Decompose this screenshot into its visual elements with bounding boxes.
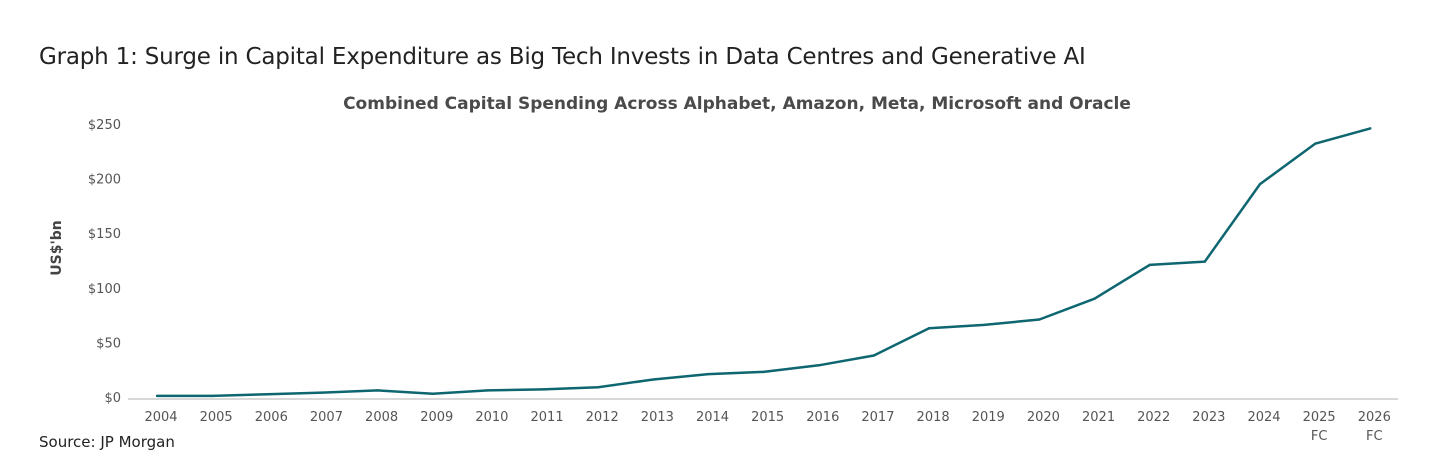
source-note: Source: JP Morgan (39, 433, 175, 451)
data-point (1038, 318, 1041, 321)
y-tick-label: $100 (88, 282, 121, 297)
x-tick-label: 2008 (365, 410, 398, 425)
x-tick-label: 2012 (586, 410, 619, 425)
figure-heading: Graph 1: Surge in Capital Expenditure as… (39, 44, 1086, 70)
x-tick-label: 2023 (1192, 410, 1225, 425)
x-tick-label: 2014 (696, 410, 729, 425)
y-axis-label: US$'bn (49, 220, 65, 275)
data-point (1203, 260, 1207, 263)
x-tick-label: 2017 (861, 410, 894, 425)
data-point (155, 394, 159, 398)
data-point (652, 378, 655, 381)
series-line (157, 127, 1371, 398)
x-tick-label: 2020 (1027, 410, 1060, 425)
data-point (266, 393, 269, 396)
x-tick-label: 2016 (806, 410, 839, 425)
data-point (762, 370, 765, 374)
x-tick-label: 2022 (1137, 410, 1170, 425)
data-point (817, 364, 820, 367)
x-tick-label: 2007 (310, 410, 343, 425)
data-point (486, 389, 490, 392)
y-tick-label: $50 (96, 336, 121, 351)
x-tick-label: 2025 (1303, 410, 1336, 425)
data-point (597, 385, 600, 389)
y-tick-label: $250 (88, 118, 121, 133)
x-tick-label: 2011 (531, 410, 564, 425)
data-point (1369, 127, 1372, 130)
x-tick-sublabel: FC (1311, 429, 1328, 444)
data-point (431, 392, 434, 395)
chart-title: Combined Capital Spending Across Alphabe… (343, 94, 1131, 114)
x-tick-label: 2024 (1247, 410, 1280, 425)
x-tick-label: 2019 (972, 410, 1005, 425)
x-tick-label: 2026 (1358, 410, 1391, 425)
data-point (1093, 297, 1096, 300)
data-point (1313, 142, 1317, 145)
x-tick-label: 2010 (475, 410, 508, 425)
y-tick-label: $200 (88, 173, 121, 188)
data-point (707, 372, 710, 376)
data-point (210, 394, 214, 398)
data-point (1148, 263, 1151, 267)
data-point (872, 354, 876, 357)
data-point (927, 327, 931, 330)
x-tick-label: 2005 (200, 410, 233, 425)
data-point (541, 388, 545, 391)
data-point (983, 323, 986, 327)
x-tick-label: 2018 (917, 410, 950, 425)
data-point (321, 391, 324, 394)
x-tick-label: 2004 (144, 410, 177, 425)
x-tick-label: 2009 (420, 410, 453, 425)
data-point (376, 389, 379, 392)
x-tick-label: 2013 (641, 410, 674, 425)
x-tick-sublabel: FC (1366, 429, 1383, 444)
y-tick-label: $150 (88, 227, 121, 242)
x-tick-label: 2015 (751, 410, 784, 425)
y-tick-label: $0 (104, 391, 121, 406)
x-tick-label: 2006 (255, 410, 288, 425)
data-point (1258, 182, 1262, 186)
x-tick-label: 2021 (1082, 410, 1115, 425)
